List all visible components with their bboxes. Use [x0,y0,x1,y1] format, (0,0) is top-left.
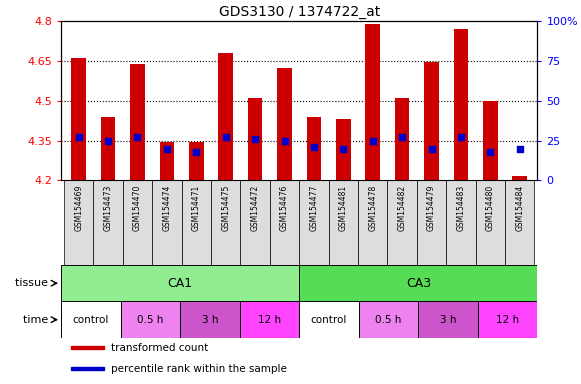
Text: GSM154477: GSM154477 [310,185,318,231]
Bar [64,180,94,265]
Bar [94,180,123,265]
Text: GSM154480: GSM154480 [486,185,495,231]
Text: GSM154478: GSM154478 [368,185,377,231]
Point [103,137,113,144]
Text: GSM154476: GSM154476 [280,185,289,231]
Bar [101,117,116,180]
Bar [70,346,104,349]
Title: GDS3130 / 1374722_at: GDS3130 / 1374722_at [218,5,380,19]
Text: 0.5 h: 0.5 h [137,314,163,325]
Bar [70,367,104,370]
Bar [248,98,263,180]
Bar [152,180,182,265]
Point [133,134,142,141]
Text: transformed count: transformed count [111,343,208,353]
Text: control: control [73,314,109,325]
Bar [160,142,174,180]
Text: GSM154472: GSM154472 [250,185,260,231]
Text: GSM154469: GSM154469 [74,185,83,231]
Point [221,134,230,141]
Bar [454,29,468,180]
Bar [336,119,351,180]
Bar [358,180,388,265]
Bar [299,180,329,265]
Bar [307,117,321,180]
Bar [121,301,180,338]
Bar [123,180,152,265]
Point [74,134,83,141]
Bar [329,180,358,265]
Bar [277,68,292,180]
Bar [299,265,537,301]
Text: GSM154481: GSM154481 [339,185,348,231]
Point [280,137,289,144]
Bar [182,180,211,265]
Bar [299,301,359,338]
Bar [180,301,240,338]
Point [309,144,318,150]
Text: GSM154474: GSM154474 [162,185,171,231]
Bar [417,180,446,265]
Point [368,137,378,144]
Bar [505,180,535,265]
Point [162,146,171,152]
Text: time: time [23,314,52,325]
Bar [359,301,418,338]
Bar [478,301,537,338]
Bar [61,265,299,301]
Text: 12 h: 12 h [258,314,281,325]
Point [339,146,348,152]
Point [486,149,495,155]
Bar [395,98,410,180]
Bar [241,180,270,265]
Bar [512,177,527,180]
Text: GSM154473: GSM154473 [103,185,113,231]
Text: 12 h: 12 h [496,314,519,325]
Bar [211,180,241,265]
Text: GSM154479: GSM154479 [427,185,436,231]
Bar [130,64,145,180]
Text: percentile rank within the sample: percentile rank within the sample [111,364,287,374]
Bar [71,58,86,180]
Text: 0.5 h: 0.5 h [375,314,401,325]
Bar [476,180,505,265]
Text: GSM154483: GSM154483 [457,185,465,231]
Point [397,134,407,141]
Bar [483,101,498,180]
Text: GSM154484: GSM154484 [515,185,524,231]
Point [456,134,465,141]
Bar [388,180,417,265]
Text: GSM154471: GSM154471 [192,185,201,231]
Point [250,136,260,142]
Bar [424,62,439,180]
Text: 3 h: 3 h [440,314,456,325]
Text: tissue: tissue [15,278,52,288]
Bar [446,180,476,265]
Bar [218,53,233,180]
Bar [365,24,380,180]
Point [192,149,201,155]
Text: GSM154470: GSM154470 [133,185,142,231]
Text: 3 h: 3 h [202,314,218,325]
Point [427,146,436,152]
Text: GSM154482: GSM154482 [397,185,407,231]
Text: control: control [311,314,347,325]
Text: CA1: CA1 [167,277,193,290]
Text: GSM154475: GSM154475 [221,185,230,231]
Bar [189,142,203,180]
Bar [418,301,478,338]
Text: CA3: CA3 [406,277,431,290]
Point [515,146,525,152]
Bar [61,301,121,338]
Bar [240,301,299,338]
Bar [270,180,299,265]
